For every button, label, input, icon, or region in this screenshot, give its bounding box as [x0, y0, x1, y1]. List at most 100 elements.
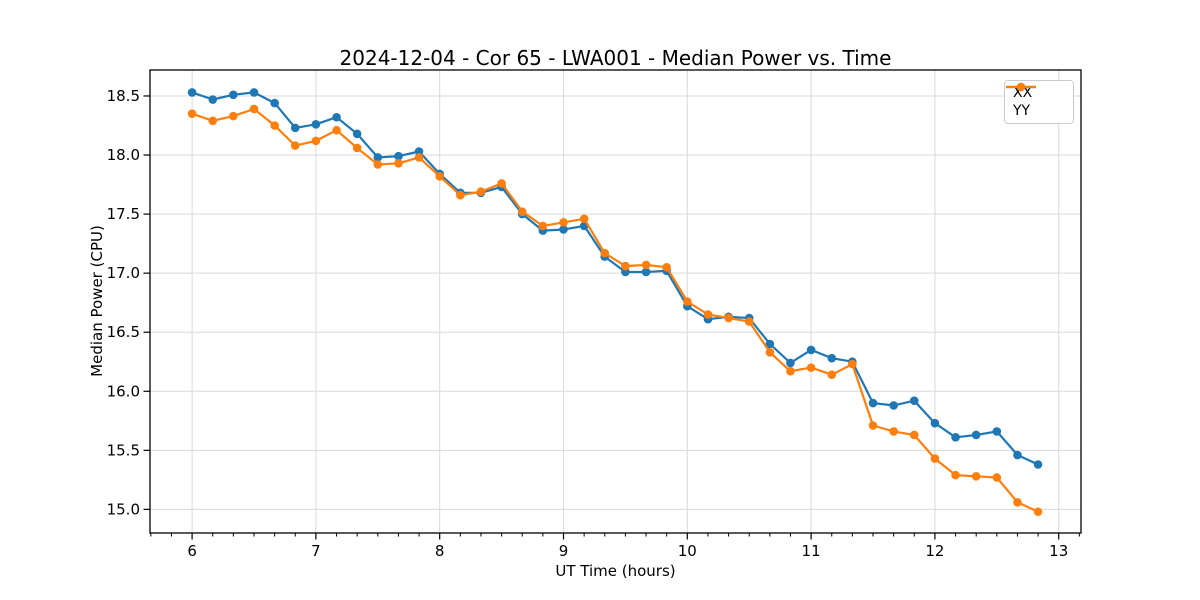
data-point-xx — [229, 90, 238, 100]
data-point-xx — [559, 225, 568, 234]
x-tick-label: 6 — [187, 542, 197, 560]
data-point-xx — [414, 147, 424, 156]
series-line-xx — [191, 91, 1039, 466]
data-point-yy — [456, 190, 465, 200]
data-point-yy — [311, 136, 321, 146]
data-point-xx — [930, 418, 940, 428]
y-tick-label: 16.0 — [107, 382, 140, 400]
data-point-xx — [806, 345, 816, 355]
data-point-yy — [827, 370, 837, 380]
data-point-xx — [971, 430, 981, 440]
chart-title: 2024-12-04 - Cor 65 - LWA001 - Median Po… — [339, 46, 892, 70]
data-point-yy — [435, 172, 444, 181]
data-point-yy — [187, 109, 197, 119]
data-point-yy — [641, 260, 651, 270]
data-point-xx — [1013, 450, 1022, 460]
y-axis-label: Median Power (CPU) — [88, 225, 106, 377]
y-tick-label: 18.5 — [107, 87, 140, 105]
data-point-xx — [311, 120, 321, 129]
data-point-xx — [641, 267, 651, 277]
data-point-yy — [765, 347, 775, 357]
data-point-xx — [208, 95, 218, 104]
data-point-xx — [249, 88, 259, 97]
data-point-yy — [538, 221, 548, 231]
data-point-xx — [992, 427, 1002, 436]
plot-border — [149, 69, 1082, 534]
x-tick-label: 9 — [559, 542, 569, 560]
data-point-yy — [992, 473, 1002, 482]
data-point-yy — [703, 310, 713, 319]
data-point-xx — [290, 123, 300, 133]
data-point-yy — [249, 104, 259, 114]
ticks: 6 7 8 9 10 11 12 13 15.0 15.5 16.0 16.5 17.0 17.5 18.0… — [107, 87, 1069, 560]
data-point-xx — [332, 112, 341, 122]
data-point-yy — [373, 160, 383, 169]
data-point-yy — [621, 261, 630, 271]
data-point-yy — [559, 218, 568, 227]
x-axis-label: UT Time (hours) — [555, 562, 676, 580]
data-point-yy — [332, 125, 341, 135]
data-point-xx — [352, 129, 362, 139]
data-point-yy — [951, 470, 960, 480]
data-point-yy — [662, 262, 671, 272]
data-point-yy — [1013, 497, 1022, 507]
data-point-yy — [476, 187, 486, 196]
y-tick-label: 17.0 — [107, 264, 140, 282]
data-point-yy — [208, 116, 218, 126]
data-point-yy — [971, 472, 981, 481]
y-tick-label: 18.0 — [107, 146, 140, 164]
data-point-yy — [744, 317, 754, 326]
data-point-yy — [848, 359, 857, 369]
data-point-yy — [806, 363, 816, 372]
x-tick-label: 12 — [925, 542, 944, 560]
y-tick-label: 17.5 — [107, 205, 140, 223]
data-point-xx — [868, 398, 878, 408]
data-point-yy — [930, 454, 940, 463]
gridlines — [150, 70, 1081, 533]
legend-sample-yy — [1006, 82, 1036, 92]
data-point-yy — [290, 141, 300, 150]
data-point-xx — [187, 88, 197, 97]
data-point-yy — [889, 427, 898, 436]
series-yy — [187, 104, 1043, 517]
data-point-yy — [394, 159, 403, 168]
legend-item-yy: YY — [1006, 82, 1067, 119]
x-minor-ticks — [150, 533, 1080, 537]
data-point-xx — [621, 267, 630, 277]
data-point-yy — [517, 207, 527, 217]
data-point-xx — [889, 401, 898, 410]
x-tick-label: 8 — [435, 542, 445, 560]
data-point-xx — [951, 433, 960, 442]
data-point-xx — [270, 98, 279, 108]
data-point-xx — [1033, 460, 1043, 469]
data-point-xx — [373, 153, 383, 162]
y-tick-label: 15.5 — [107, 441, 140, 459]
data-point-yy — [579, 214, 589, 224]
data-point-yy — [1033, 507, 1043, 517]
data-point-yy — [786, 366, 795, 376]
data-point-yy — [724, 313, 733, 323]
data-point-xx — [786, 358, 795, 368]
data-point-yy — [229, 111, 238, 121]
data-point-yy — [683, 297, 692, 306]
x-tick-label: 10 — [678, 542, 697, 560]
x-tick-label: 13 — [1049, 542, 1068, 560]
data-point-yy — [909, 430, 919, 440]
legend: XX YY — [1004, 80, 1074, 124]
x-tick-label: 7 — [311, 542, 321, 560]
data-point-yy — [270, 121, 279, 130]
data-point-xx — [394, 151, 403, 161]
y-tick-label: 15.0 — [107, 500, 140, 518]
data-point-yy — [352, 143, 362, 153]
data-point-yy — [600, 248, 610, 258]
data-point-xx — [765, 339, 775, 349]
data-point-xx — [909, 396, 919, 406]
data-point-yy — [497, 179, 506, 188]
data-point-yy — [868, 421, 878, 430]
data-point-yy — [414, 153, 424, 162]
x-tick-label: 11 — [802, 542, 821, 560]
data-point-xx — [827, 353, 837, 363]
series-line-yy — [191, 107, 1039, 513]
y-tick-label: 16.5 — [107, 323, 140, 341]
